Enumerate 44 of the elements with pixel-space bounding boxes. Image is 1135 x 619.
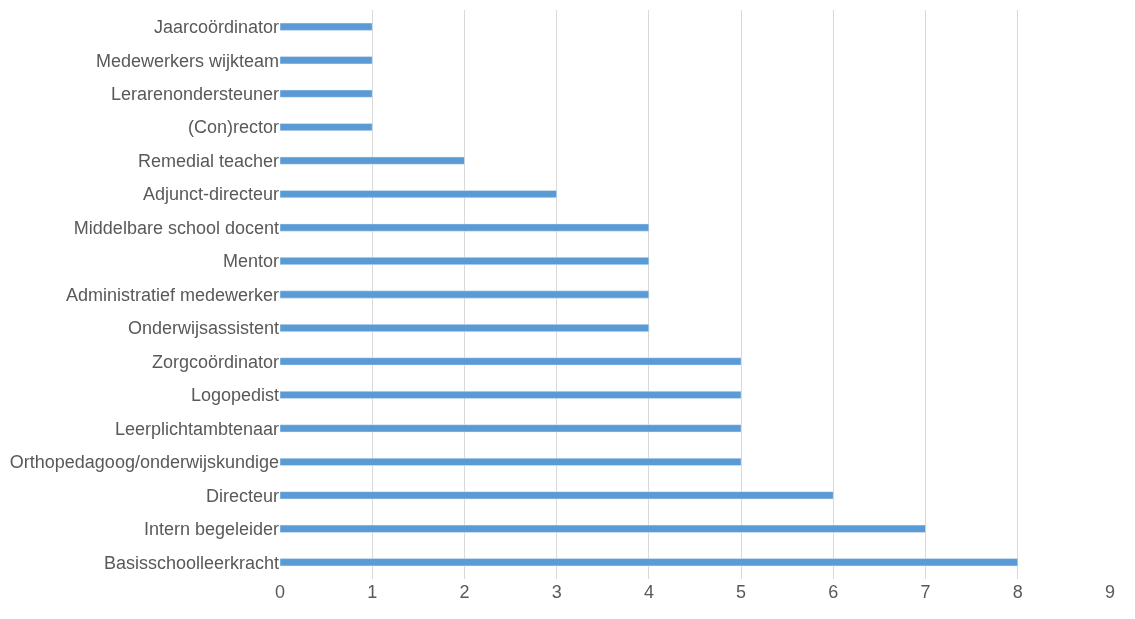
y-tick-label: Medewerkers wijkteam — [95, 50, 279, 71]
x-tick-label: 5 — [736, 582, 747, 602]
y-tick-label: Directeur — [205, 485, 279, 506]
bar — [280, 357, 742, 366]
bar — [280, 123, 373, 132]
bar — [280, 223, 650, 232]
x-tick-label: 4 — [643, 582, 654, 602]
bar — [280, 324, 650, 332]
bar — [280, 22, 373, 31]
y-tick-label: Adjunct-directeur — [142, 184, 279, 205]
bar — [280, 156, 465, 165]
bar — [280, 558, 1019, 567]
x-tick-label: 7 — [920, 582, 931, 602]
bar — [280, 390, 742, 399]
x-tick-label: 3 — [551, 582, 562, 602]
bar — [280, 524, 926, 533]
bar — [280, 457, 742, 466]
bar — [280, 190, 557, 199]
y-tick-label: Remedial teacher — [137, 150, 279, 171]
x-tick-label: 0 — [274, 582, 286, 602]
y-tick-label: Jaarcoördinator — [153, 17, 279, 38]
x-tick-label: 9 — [1104, 582, 1116, 602]
y-tick-label: Leerplichtambtenaar — [114, 418, 279, 439]
y-tick-label: Middelbare school docent — [73, 217, 279, 238]
y-tick-label: Basisschoolleerkracht — [103, 552, 279, 573]
y-tick-label: Lerarenondersteuner — [110, 83, 279, 104]
x-tick-label: 2 — [459, 582, 470, 602]
bar — [280, 290, 650, 299]
bar — [280, 491, 834, 500]
y-tick-label: Administratief medewerker — [65, 284, 279, 305]
y-tick-label: Orthopedagoog/onderwijskundige — [9, 452, 279, 473]
y-tick-label: Mentor — [222, 251, 279, 272]
y-tick-label: Logopedist — [190, 385, 279, 406]
bar — [280, 89, 373, 98]
x-tick-label: 6 — [828, 582, 839, 602]
bar — [280, 257, 650, 265]
x-tick-label: 1 — [367, 582, 378, 602]
y-tick-label: Intern begeleider — [143, 519, 279, 540]
bar — [280, 424, 742, 433]
x-tick-label: 8 — [1012, 582, 1023, 602]
bar — [280, 56, 373, 65]
y-tick-label: Onderwijsassistent — [127, 318, 279, 339]
y-tick-label: Zorgcoördinator — [151, 351, 279, 372]
y-tick-label: (Con)rector — [187, 117, 279, 138]
